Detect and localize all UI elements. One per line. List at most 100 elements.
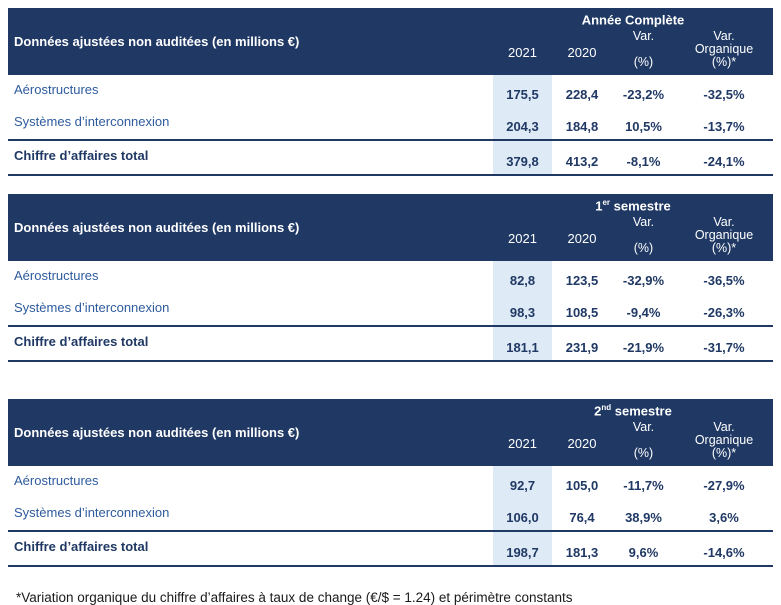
value-var-organique: -24,1%	[703, 154, 745, 169]
value-var: 38,9%	[625, 510, 662, 525]
period-superscript: nd	[601, 403, 612, 412]
value-2020: 228,4	[565, 87, 599, 102]
value-var: -11,7%	[623, 478, 664, 493]
row-label: Aérostructures	[14, 82, 99, 97]
var-unit: (%)	[633, 241, 654, 255]
table-row-total: Chiffre d’affaires total 198,7 181,3 9,6…	[8, 530, 773, 567]
row-label: Systèmes d’interconnexion	[14, 300, 170, 315]
var-org-label2: Organique	[694, 42, 754, 56]
table-header: Données ajustées non auditées (en millio…	[8, 8, 773, 75]
value-var-organique: -32,5%	[703, 87, 745, 102]
table-row-total: Chiffre d’affaires total 379,8 413,2 -8,…	[8, 139, 773, 176]
value-var-organique: -26,3%	[703, 305, 745, 320]
table-header-columns: 1er semestre 2021 2020 Var. (%) Var. Org…	[493, 194, 773, 261]
value-2020: 231,9	[565, 340, 599, 355]
value-2020: 413,2	[565, 154, 599, 169]
var-org-unit: (%)*	[711, 446, 737, 460]
column-header-2020: 2020	[567, 435, 597, 451]
table-header-columns: Année Complète 2021 2020 Var. (%) Var. O…	[493, 8, 773, 75]
column-header-var-organique: Var. Organique (%)*	[675, 420, 773, 466]
row-label: Aérostructures	[14, 268, 99, 283]
period-superscript: er	[602, 198, 611, 207]
column-header-2021: 2021	[508, 230, 537, 246]
var-org-label2: Organique	[694, 228, 754, 242]
column-header-2021: 2021	[508, 435, 537, 451]
value-var-organique: -36,5%	[703, 273, 745, 288]
value-var: 9,6%	[628, 545, 659, 560]
value-var: -21,9%	[622, 340, 665, 355]
var-unit: (%)	[633, 55, 654, 69]
value-2020: 105,0	[565, 478, 599, 493]
table-second-semestre: Données ajustées non auditées (en millio…	[8, 399, 773, 567]
table-header-columns: 2nd semestre 2021 2020 Var. (%) Var. Org…	[493, 399, 773, 466]
row-label: Chiffre d’affaires total	[14, 148, 149, 163]
column-header-var: Var. (%)	[612, 29, 675, 75]
row-label: Systèmes d’interconnexion	[14, 505, 170, 520]
value-var-organique: -27,9%	[703, 478, 745, 493]
value-var-organique: -13,7%	[703, 119, 745, 134]
table-caption: Données ajustées non auditées (en millio…	[14, 220, 300, 235]
value-var: -9,4%	[626, 305, 661, 320]
column-header-2020: 2020	[567, 44, 597, 60]
var-org-label2: Organique	[694, 433, 754, 447]
period-prefix: Année Complète	[581, 12, 685, 28]
table-row-systemes: Systèmes d’interconnexion 204,3 184,8 10…	[8, 107, 773, 139]
table-header: Données ajustées non auditées (en millio…	[8, 194, 773, 261]
value-2021: 379,8	[493, 141, 552, 174]
row-label: Chiffre d’affaires total	[14, 334, 149, 349]
column-header-2021: 2021	[508, 44, 537, 60]
value-2021: 92,7	[493, 466, 552, 498]
column-header-var: Var. (%)	[612, 420, 675, 466]
value-2021: 198,7	[493, 532, 552, 565]
column-header-var-organique: Var. Organique (%)*	[675, 29, 773, 75]
value-var: 10,5%	[625, 119, 662, 134]
var-label: Var.	[632, 29, 655, 43]
period-prefix: 2	[594, 403, 602, 419]
table-row-systemes: Systèmes d’interconnexion 98,3 108,5 -9,…	[8, 293, 773, 325]
var-label: Var.	[632, 420, 655, 434]
column-headers: 2021 2020 Var. (%) Var. Organique (%)*	[493, 29, 773, 75]
value-2020: 123,5	[565, 273, 599, 288]
value-2021: 82,8	[493, 261, 552, 293]
table-caption: Données ajustées non auditées (en millio…	[14, 425, 300, 440]
table-caption: Données ajustées non auditées (en millio…	[14, 34, 300, 49]
value-2020: 184,8	[565, 119, 599, 134]
table-row-aerostructures: Aérostructures 82,8 123,5 -32,9% -36,5%	[8, 261, 773, 293]
value-var: -8,1%	[626, 154, 661, 169]
column-headers: 2021 2020 Var. (%) Var. Organique (%)*	[493, 215, 773, 261]
table-annee-complete: Données ajustées non auditées (en millio…	[8, 8, 773, 176]
row-label: Systèmes d’interconnexion	[14, 114, 170, 129]
period-title: 1er semestre	[493, 194, 773, 215]
table-premier-semestre: Données ajustées non auditées (en millio…	[8, 194, 773, 362]
table-header: Données ajustées non auditées (en millio…	[8, 399, 773, 466]
var-unit: (%)	[633, 446, 654, 460]
value-2021: 204,3	[493, 107, 552, 139]
value-var-organique: -31,7%	[703, 340, 745, 355]
value-var: -32,9%	[622, 273, 665, 288]
value-var-organique: -14,6%	[703, 545, 745, 560]
period-prefix: 1	[595, 198, 603, 214]
var-org-unit: (%)*	[711, 241, 737, 255]
column-header-var-organique: Var. Organique (%)*	[675, 215, 773, 261]
value-var-organique: 3,6%	[709, 510, 739, 525]
column-header-2020: 2020	[567, 230, 597, 246]
value-var: -23,2%	[622, 87, 665, 102]
value-2020: 108,5	[565, 305, 599, 320]
row-label: Aérostructures	[14, 473, 99, 488]
value-2020: 181,3	[565, 545, 599, 560]
table-row-systemes: Systèmes d’interconnexion 106,0 76,4 38,…	[8, 498, 773, 530]
column-header-var: Var. (%)	[612, 215, 675, 261]
var-org-label1: Var.	[713, 215, 735, 229]
column-headers: 2021 2020 Var. (%) Var. Organique (%)*	[493, 420, 773, 466]
var-org-unit: (%)*	[711, 55, 737, 69]
period-title: 2nd semestre	[493, 399, 773, 420]
table-row-aerostructures: Aérostructures 92,7 105,0 -11,7% -27,9%	[8, 466, 773, 498]
period-suffix: semestre	[610, 198, 671, 214]
value-2020: 76,4	[569, 510, 595, 525]
period-suffix: semestre	[611, 403, 672, 419]
footnote: *Variation organique du chiffre d’affair…	[16, 590, 573, 605]
value-2021: 181,1	[493, 327, 552, 360]
value-2021: 98,3	[493, 293, 552, 325]
table-row-total: Chiffre d’affaires total 181,1 231,9 -21…	[8, 325, 773, 362]
